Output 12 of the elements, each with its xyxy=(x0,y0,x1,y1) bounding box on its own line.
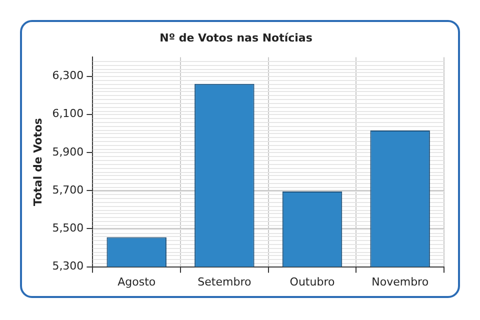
x-tick-label: Outubro xyxy=(290,275,335,288)
y-tick-label: 6,300 xyxy=(52,69,84,82)
y-tick-label: 5,300 xyxy=(52,260,84,273)
y-tick-label: 6,100 xyxy=(52,107,84,120)
y-tick-label: 5,500 xyxy=(52,222,84,235)
x-tick-label: Agosto xyxy=(118,275,156,288)
y-tick-label: 5,700 xyxy=(52,183,84,196)
chart-title: Nº de Votos nas Notícias xyxy=(160,31,313,44)
x-tick-label: Novembro xyxy=(372,275,429,288)
x-tick-label: Setembro xyxy=(198,275,252,288)
y-tick-label: 5,900 xyxy=(52,145,84,158)
y-axis-title: Total de Votos xyxy=(31,118,44,206)
